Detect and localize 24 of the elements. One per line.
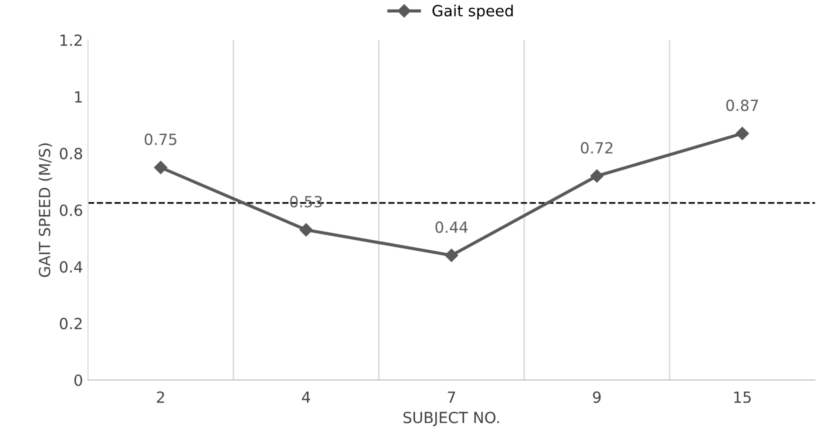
point (444, 248, 458, 262)
x-tick-label: 9 (593, 391, 601, 403)
data-label: 0.72 (580, 142, 612, 154)
point (300, 223, 313, 236)
y-tick-label: 0.8 (60, 148, 82, 160)
x-tick-label: 4 (302, 392, 310, 403)
y-tick-label: 0.2 (60, 318, 82, 330)
y-tick-label: 0.6 (60, 204, 82, 216)
point (154, 160, 168, 174)
x-tick-label: 15 (734, 392, 751, 403)
x-axis-title: SUBJECT NO. (403, 412, 499, 426)
data-label: 0.87 (726, 100, 758, 112)
point (590, 169, 604, 183)
y-tick-label: 0 (74, 374, 82, 386)
data-label: 0.44 (436, 221, 468, 233)
x-tick-label: 2 (156, 391, 164, 403)
legend-label: Gait speed (432, 4, 513, 20)
y-tick-label: 1 (75, 91, 82, 102)
y-tick-label: 0.4 (60, 261, 82, 273)
data-label: 0.75 (144, 134, 176, 146)
point (736, 126, 749, 140)
y-tick-label: 1.2 (60, 34, 82, 46)
x-tick-label: 7 (448, 392, 456, 403)
y-axis-title: GAIT SPEED (M/S) (38, 143, 52, 278)
